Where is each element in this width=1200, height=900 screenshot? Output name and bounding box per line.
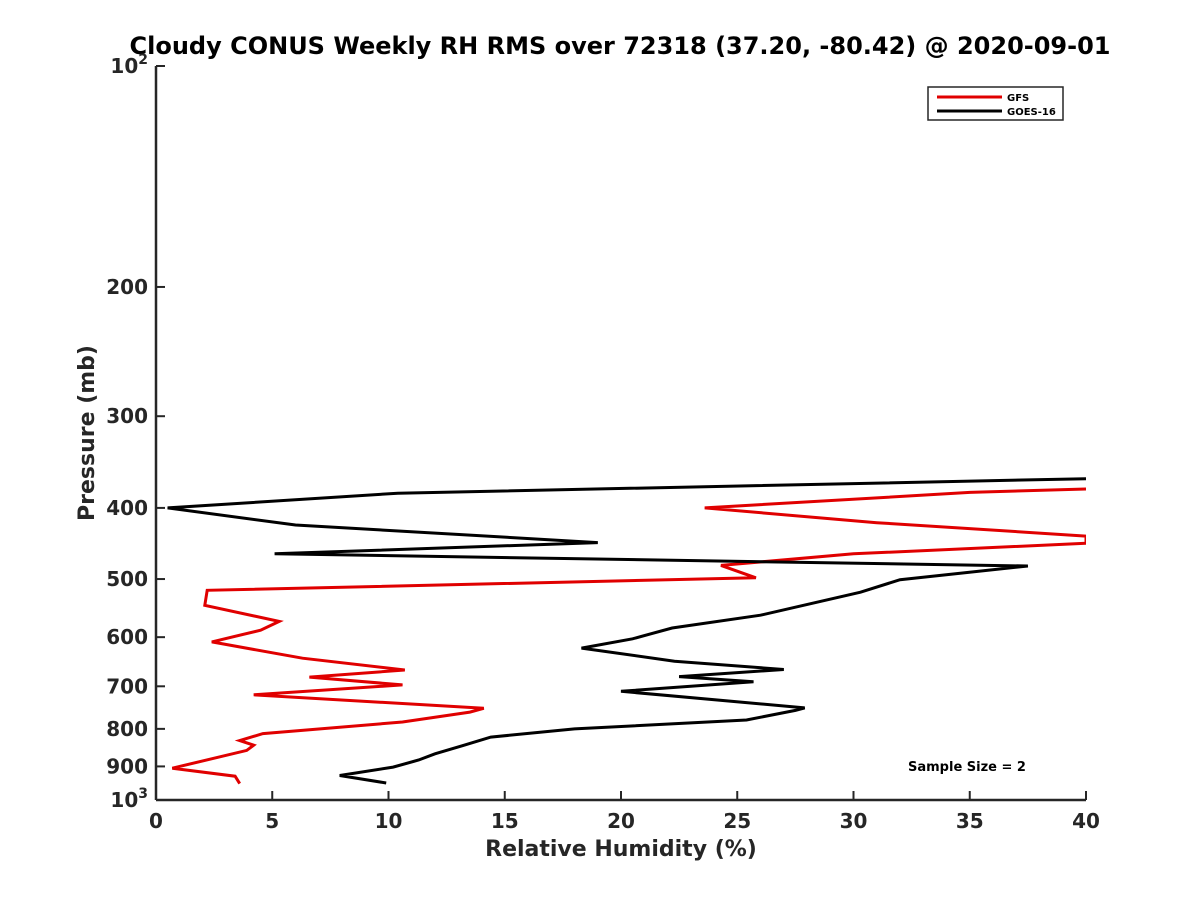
y-ticks: 102 200 300 400 500 600 700 800 900 103 xyxy=(106,52,165,812)
y-tick-label: 700 xyxy=(106,674,148,698)
y-tick-label: 800 xyxy=(106,717,148,741)
x-tick-label: 20 xyxy=(607,809,635,833)
x-tick-label: 40 xyxy=(1072,809,1100,833)
series-line-gfs xyxy=(171,487,1086,785)
y-tick-label: 102 xyxy=(110,52,148,78)
x-tick-label: 10 xyxy=(375,809,403,833)
y-axis-label: Pressure (mb) xyxy=(75,345,100,521)
x-tick-label: 30 xyxy=(840,809,868,833)
x-tick-label: 0 xyxy=(149,809,163,833)
y-tick-label: 300 xyxy=(106,404,148,428)
legend-label-gfs: GFS xyxy=(1007,93,1029,104)
sample-size-annotation: Sample Size = 2 xyxy=(908,760,1026,775)
y-tick-label: 200 xyxy=(106,275,148,299)
x-tick-label: 15 xyxy=(491,809,519,833)
y-tick-label: 400 xyxy=(106,496,148,520)
x-axis-label: Relative Humidity (%) xyxy=(485,837,757,862)
x-tick-label: 35 xyxy=(956,809,984,833)
x-tick-label: 5 xyxy=(265,809,279,833)
y-tick-label: 500 xyxy=(106,567,148,591)
x-ticks: 0 5 10 15 20 25 30 35 40 xyxy=(149,791,1100,833)
x-tick-label: 25 xyxy=(723,809,751,833)
series-layer xyxy=(167,477,1086,785)
legend: GFS GOES-16 xyxy=(927,86,1064,121)
y-tick-label: 900 xyxy=(106,754,148,778)
legend-box xyxy=(927,86,1064,121)
y-tick-label: 103 xyxy=(110,786,148,812)
y-tick-label: 600 xyxy=(106,625,148,649)
series-points-gfs xyxy=(172,488,1086,784)
chart-title: Cloudy CONUS Weekly RH RMS over 72318 (3… xyxy=(130,32,1111,60)
legend-label-goes16: GOES-16 xyxy=(1007,107,1056,118)
series-points-goes16 xyxy=(167,478,1086,784)
